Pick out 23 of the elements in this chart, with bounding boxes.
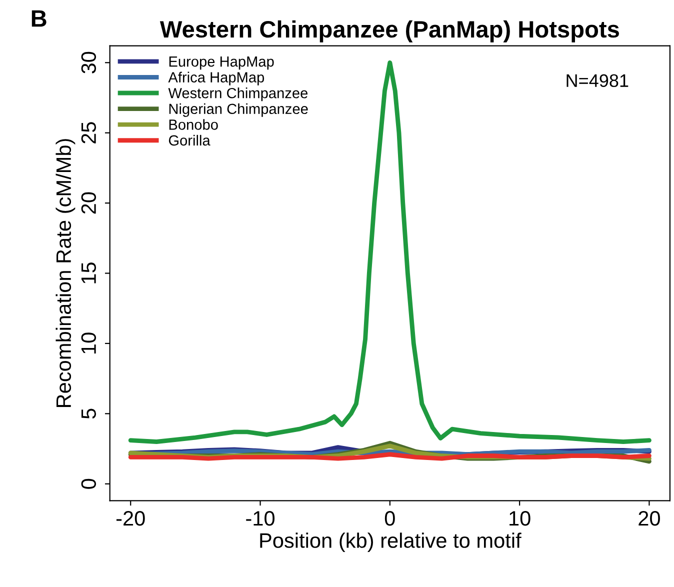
y-tick-label: 25 <box>81 122 96 144</box>
legend-label: Nigerian Chimpanzee <box>169 103 308 117</box>
legend-label: Europe HapMap <box>169 56 274 70</box>
text: B <box>32 10 46 27</box>
x-tick-label: 20 <box>638 510 660 526</box>
y-tick-label: 0 <box>81 478 96 489</box>
y-tick-label: 30 <box>81 52 96 74</box>
x-tick-label: -10 <box>246 510 274 526</box>
y-tick-label: 10 <box>81 332 96 354</box>
x-tick-label: -20 <box>116 510 145 526</box>
y-axis-title: Recombination Rate (cM/Mb) <box>56 139 76 407</box>
x-axis-title: Position (kb) relative to motif <box>260 532 522 552</box>
legend-label: Africa HapMap <box>168 72 264 86</box>
annotation: N=4981 <box>566 74 628 88</box>
x-tick-label: 10 <box>510 510 530 526</box>
x-tick-label: 0 <box>384 510 395 526</box>
chart-title: Western Chimpanzee (PanMap) Hotspots <box>160 20 619 42</box>
y-tick-label: 20 <box>81 192 96 214</box>
legend-label: Gorilla <box>168 134 210 146</box>
legend-label: Bonobo <box>169 119 218 130</box>
y-tick-label: 15 <box>81 262 96 284</box>
legend-label: Western Chimpanzee <box>168 88 308 102</box>
y-tick-label: 5 <box>81 408 96 419</box>
